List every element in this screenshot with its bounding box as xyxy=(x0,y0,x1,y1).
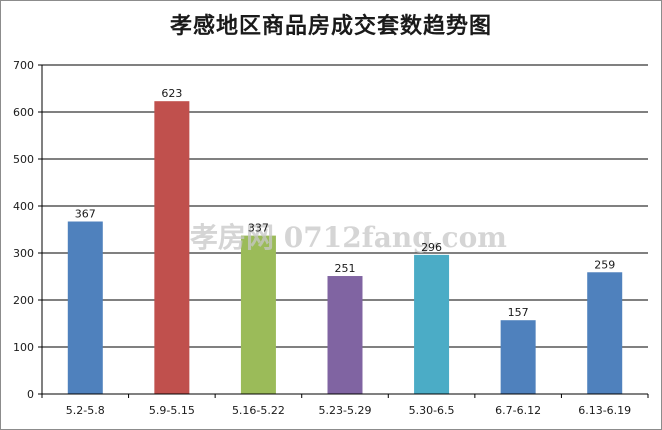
data-label: 623 xyxy=(161,87,182,100)
watermark-text: 孝房网 0712fang.com xyxy=(190,221,507,254)
x-tick-label: 6.13-6.19 xyxy=(578,404,631,417)
y-tick-label: 700 xyxy=(13,59,34,72)
gridlines xyxy=(42,64,648,348)
bar-6.7-6.12 xyxy=(500,320,536,394)
y-tick-label: 300 xyxy=(13,247,34,260)
data-label: 296 xyxy=(421,241,442,254)
bar-5.23-5.29 xyxy=(327,276,363,394)
y-tick-label: 500 xyxy=(13,153,34,166)
y-tick-label: 0 xyxy=(27,388,34,401)
data-label: 157 xyxy=(508,306,529,319)
bar-5.16-5.22 xyxy=(240,235,276,394)
bar-6.13-6.19 xyxy=(587,272,623,394)
x-tick-label: 5.23-5.29 xyxy=(319,404,372,417)
data-label: 337 xyxy=(248,222,269,235)
bar-5.9-5.15 xyxy=(154,101,190,394)
x-tick-label: 5.9-5.15 xyxy=(149,404,195,417)
bars xyxy=(67,101,623,394)
y-tick-label: 200 xyxy=(13,294,34,307)
axes xyxy=(38,64,649,398)
y-tick-label: 400 xyxy=(13,200,34,213)
data-label: 367 xyxy=(75,208,96,221)
data-label: 251 xyxy=(335,262,356,275)
x-tick-label: 5.30-6.5 xyxy=(409,404,455,417)
y-tick-label: 100 xyxy=(13,341,34,354)
x-tick-label: 5.16-5.22 xyxy=(232,404,285,417)
data-label: 259 xyxy=(594,258,615,271)
bar-5.2-5.8 xyxy=(67,221,103,394)
y-tick-label: 600 xyxy=(13,106,34,119)
chart-title: 孝感地区商品房成交套数趋势图 xyxy=(169,14,492,39)
bar-5.30-6.5 xyxy=(414,254,450,394)
x-tick-label: 6.7-6.12 xyxy=(495,404,541,417)
labels: 0 100 200 300 400 500 600 700 367 5.2-5.8 623 5.9-5… xyxy=(13,59,631,417)
x-tick-label: 5.2-5.8 xyxy=(66,404,105,417)
